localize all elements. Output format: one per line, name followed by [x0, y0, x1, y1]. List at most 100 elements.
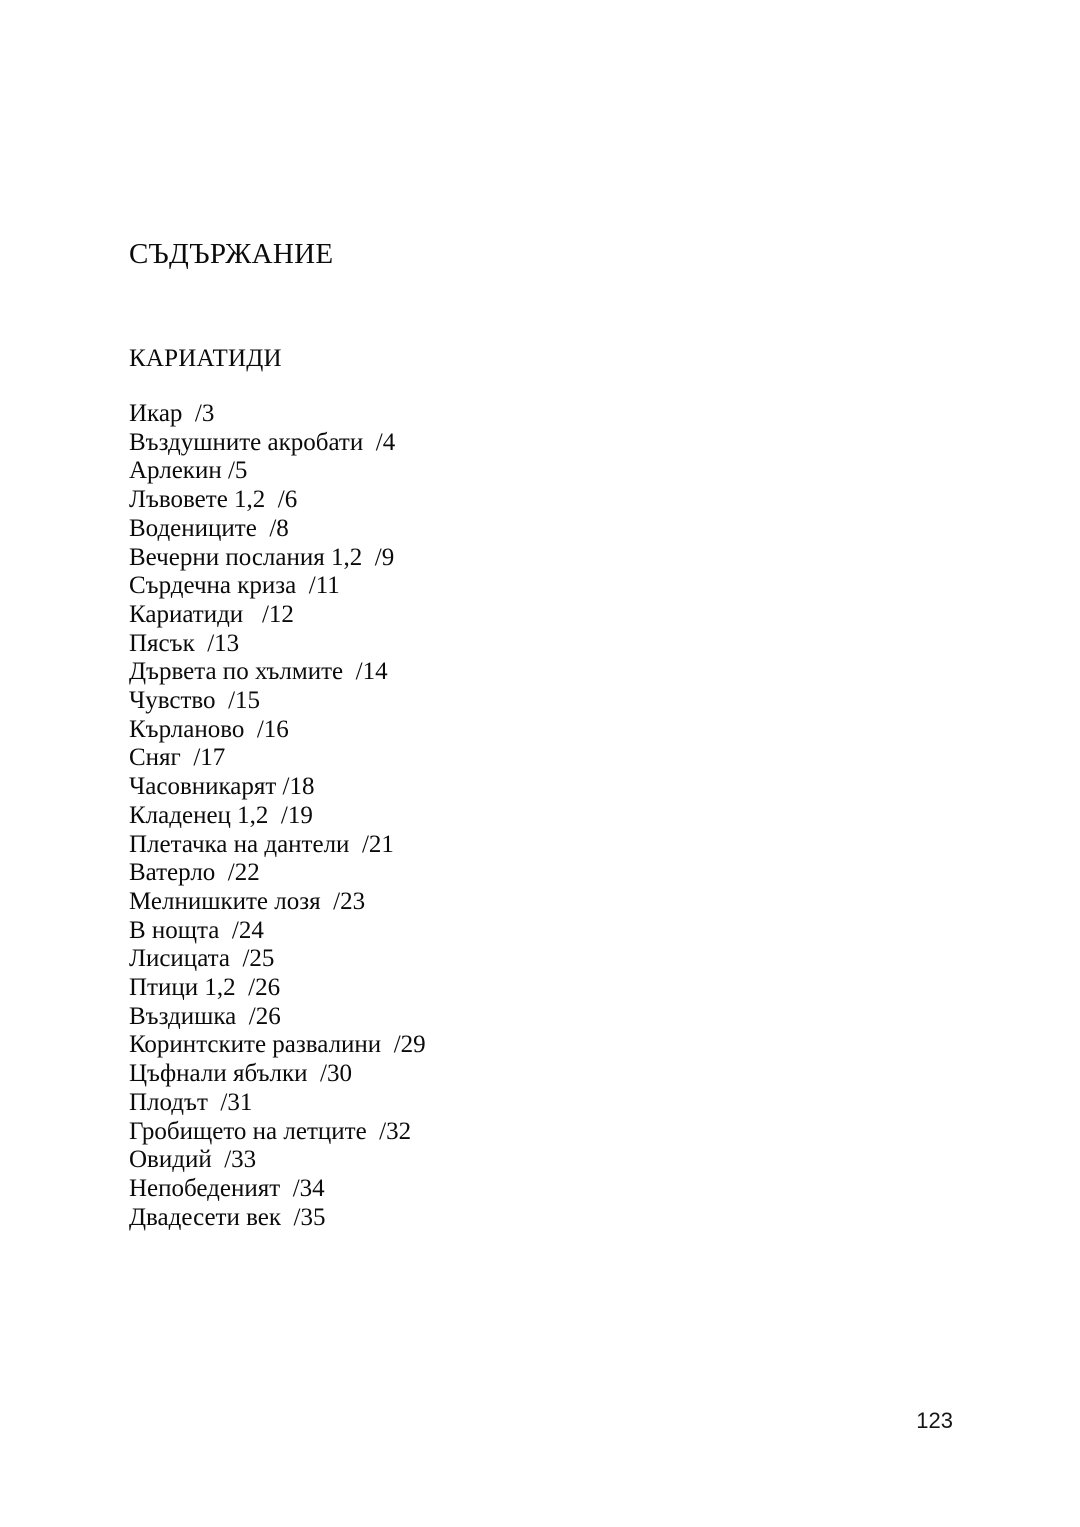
toc-entry-separator: [296, 572, 309, 599]
toc-entry: Сърдечна криза /11: [129, 572, 426, 601]
toc-entry: Овидий /33: [129, 1146, 426, 1175]
toc-entry-title: Чувство: [129, 687, 216, 715]
toc-entry-page-ref: /21: [361, 830, 394, 858]
toc-entry-separator: [195, 630, 208, 657]
toc-entry-title: Ватерло: [129, 859, 216, 887]
toc-entry-page-ref: /23: [333, 887, 366, 915]
toc-entry-title: Мелнишките лозя: [129, 887, 321, 915]
toc-entry-title: Дървета по хълмите: [129, 658, 344, 686]
toc-entry: Сняг /17: [129, 744, 426, 773]
toc-entry: Часовникарят /18: [129, 773, 426, 802]
toc-entry-separator: [212, 1146, 225, 1173]
toc-entry-page-ref: /30: [320, 1060, 352, 1088]
toc-entry: Лъвовете 1,2 /6: [129, 486, 426, 515]
toc-entry-page-ref: /19: [280, 801, 313, 829]
toc-entry-separator: [367, 1118, 380, 1145]
toc-entry-page-ref: /26: [248, 1002, 281, 1030]
toc-entry-title: Въздушните акробати: [129, 428, 364, 456]
toc-entry-page-ref: /12: [261, 600, 294, 628]
toc-entry-separator: [215, 859, 228, 886]
toc-entry: Лисицата /25: [129, 945, 426, 974]
toc-entry: Плодът /31: [129, 1089, 426, 1118]
toc-entry: Коринтските развалини /29: [129, 1031, 426, 1060]
toc-entry-page-ref: /29: [393, 1031, 426, 1059]
toc-entry: Плетачка на дантели /21: [129, 831, 426, 860]
toc-entry: Гробището на летците /32: [129, 1118, 426, 1147]
toc-entry-page-ref: /5: [227, 457, 248, 485]
page-title: СЪДЪРЖАНИЕ: [129, 238, 334, 270]
toc-entry-separator: [243, 601, 262, 628]
page-number: 123: [916, 1408, 953, 1433]
toc-entry-title: Часовникарят: [129, 773, 277, 801]
toc-entry-separator: [219, 917, 232, 944]
toc-entry-separator: [280, 1175, 293, 1202]
toc-entry-page-ref: /22: [227, 859, 260, 887]
toc-entry-title: Плодът: [129, 1088, 208, 1116]
toc-entry-title: Кладенец 1,2: [129, 801, 269, 829]
toc-entry-page-ref: /16: [256, 715, 289, 743]
toc-entry-title: Лъвовете 1,2: [129, 486, 266, 514]
toc-entry-page-ref: /4: [375, 428, 396, 456]
toc-entry: Кърланово /16: [129, 716, 426, 745]
toc-entry-separator: [363, 429, 376, 456]
toc-entry-title: Въздишка: [129, 1002, 237, 1030]
toc-entry-separator: [236, 974, 249, 1001]
toc-entry: Икар /3: [129, 400, 426, 429]
toc-entry: Водениците /8: [129, 515, 426, 544]
toc-entry-title: Кърланово: [129, 715, 245, 743]
toc-entry-separator: [268, 802, 281, 829]
toc-entry-page-ref: /13: [207, 629, 240, 657]
toc-entry: Пясък /13: [129, 630, 426, 659]
toc-entry: Дървета по хълмите /14: [129, 658, 426, 687]
toc-list: Икар /3 Въздушните акробати /4 Арлекин /5 Л…: [129, 400, 426, 1232]
toc-entry-title: Сърдечна криза: [129, 572, 297, 600]
toc-entry: Мелнишките лозя /23: [129, 888, 426, 917]
toc-entry: Ватерло /22: [129, 859, 426, 888]
toc-entry-page-ref: /15: [228, 687, 261, 715]
toc-entry-title: Цъфнали ябълки: [129, 1060, 308, 1088]
toc-entry-page-ref: /17: [193, 744, 226, 772]
toc-entry-title: Арлекин: [129, 457, 222, 485]
toc-entry-title: Двадесети век: [129, 1203, 282, 1231]
toc-entry-page-ref: /8: [269, 514, 289, 542]
toc-entry-separator: [236, 1003, 249, 1030]
toc-entry-page-ref: /31: [220, 1088, 253, 1116]
toc-entry-title: Птици 1,2: [129, 974, 236, 1002]
toc-entry-page-ref: /25: [242, 945, 275, 973]
toc-entry-title: В нощта: [129, 916, 220, 944]
toc-entry-separator: [181, 744, 194, 771]
toc-entry: Чувство /15: [129, 687, 426, 716]
toc-entry-separator: [321, 888, 334, 915]
toc-entry-separator: [265, 486, 278, 513]
toc-entry-title: Коринтските развалини: [129, 1031, 382, 1059]
toc-entry-title: Пясък: [129, 629, 195, 657]
toc-entry-title: Икар: [129, 400, 183, 427]
section-heading: КАРИАТИДИ: [129, 345, 282, 372]
toc-entry-title: Гробището на летците: [129, 1117, 367, 1145]
toc-entry-title: Плетачка на дантели: [129, 830, 350, 858]
toc-entry: В нощта /24: [129, 917, 426, 946]
toc-entry-separator: [216, 687, 229, 714]
toc-entry-page-ref: /6: [277, 486, 298, 514]
toc-entry-page-ref: /14: [355, 658, 388, 686]
toc-entry-title: Сняг: [129, 744, 181, 772]
toc-entry: Кладенец 1,2 /19: [129, 802, 426, 831]
toc-entry-page-ref: /33: [224, 1146, 257, 1174]
toc-entry: Въздушните акробати /4: [129, 429, 426, 458]
toc-entry-page-ref: /32: [379, 1117, 412, 1145]
toc-entry: Непобеденият /34: [129, 1175, 426, 1204]
toc-entry-page-ref: /34: [292, 1174, 325, 1202]
toc-entry-separator: [208, 1089, 221, 1116]
toc-entry-page-ref: /35: [293, 1203, 326, 1231]
toc-entry-separator: [349, 831, 362, 858]
toc-entry-title: Вечерни послания 1,2: [129, 543, 363, 571]
toc-entry: Въздишка /26: [129, 1003, 426, 1032]
toc-entry-page-ref: /26: [248, 974, 281, 1002]
toc-entry-separator: [343, 658, 356, 685]
toc-entry-page-ref: /24: [231, 916, 264, 944]
toc-entry-separator: [257, 515, 270, 542]
toc-entry-title: Лисицата: [129, 945, 230, 973]
toc-entry: Двадесети век /35: [129, 1204, 426, 1233]
toc-entry: Цъфнали ябълки /30: [129, 1060, 426, 1089]
toc-entry-separator: [230, 945, 243, 972]
